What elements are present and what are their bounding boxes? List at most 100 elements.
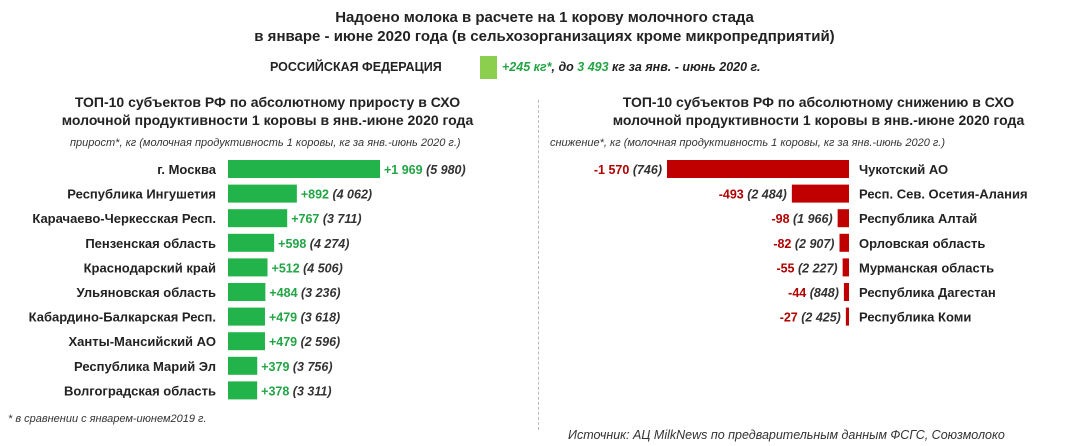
section-divider (538, 100, 539, 430)
left-bar (228, 356, 258, 375)
right-value-label-total: (1 966) (790, 212, 833, 226)
left-bar (228, 283, 266, 301)
left-value-label: +892 (4 062) (301, 188, 372, 202)
right-value-label-total: (848) (806, 286, 839, 300)
right-category-label: Республика Алтай (859, 211, 977, 226)
left-value-label: +598 (4 274) (278, 237, 349, 251)
left-category-label: Волгоградская область (64, 383, 216, 398)
right-bar (842, 258, 849, 277)
left-value-label: +484 (3 236) (269, 286, 340, 300)
federation-label: РОССИЙСКАЯ ФЕДЕРАЦИЯ (270, 60, 442, 74)
source-note: Источник: АЦ MilkNews по предварительным… (568, 428, 1005, 442)
right-value-label-change: -44 (788, 286, 806, 300)
left-bar (228, 332, 265, 351)
right-value-label-change: -98 (771, 212, 789, 226)
left-category-label: г. Москва (157, 162, 216, 177)
left-bar (228, 184, 297, 203)
federation-increase: +245 кг* (502, 60, 552, 74)
right-category-label: Республика Коми (859, 310, 971, 325)
left-value-label: +1 969 (5 980) (384, 163, 466, 177)
federation-summary: РОССИЙСКАЯ ФЕДЕРАЦИЯ +245 кг*, до 3 493 … (0, 56, 1089, 80)
right-value-label: -1 570 (746) (594, 163, 662, 177)
left-bar (228, 381, 258, 400)
left-bar (228, 233, 275, 252)
right-value-label: -98 (1 966) (771, 212, 832, 226)
left-category-label: Ханты-Мансийский АО (69, 334, 217, 349)
left-value-label-change: +378 (261, 384, 289, 398)
right-category-label: Орловская область (859, 236, 985, 251)
right-value-label-total: (746) (629, 163, 662, 177)
federation-mid-text: , до (551, 60, 578, 74)
right-value-label-change: -55 (776, 261, 794, 275)
right-bar (667, 160, 849, 178)
right-bar (845, 307, 849, 326)
left-category-label: Карачаево-Черкесская Респ. (32, 211, 216, 226)
left-value-label-change: +1 969 (384, 163, 423, 177)
left-category-label: Кабардино-Балкарская Респ. (29, 310, 216, 325)
right-category-label: Республика Дагестан (859, 285, 996, 300)
right-section-note: снижение*, кг (молочная продуктивность 1… (550, 137, 946, 149)
left-category-label: Ульяновская область (77, 285, 216, 300)
federation-tail: кг за янв. - июнь 2020 г. (608, 60, 761, 74)
left-section-title-line1: ТОП-10 субъектов РФ по абсолютному приро… (74, 94, 461, 110)
left-category-label: Республика Ингушетия (67, 187, 216, 202)
left-value-label-change: +892 (301, 188, 329, 202)
federation-bar (480, 56, 497, 79)
left-value-label-total: (3 756) (289, 360, 332, 374)
right-value-label: -44 (848) (788, 286, 839, 300)
left-value-label-change: +512 (272, 261, 300, 275)
left-category-label: Республика Марий Эл (74, 359, 216, 374)
right-value-label-total: (2 425) (798, 311, 841, 325)
right-bar (837, 209, 849, 228)
right-bar (839, 233, 849, 252)
federation-total: 3 493 (577, 60, 609, 74)
left-category-label: Краснодарский край (84, 260, 216, 275)
left-value-label-change: +479 (269, 311, 297, 325)
left-value-label-total: (2 596) (297, 335, 340, 349)
left-bar (228, 160, 380, 178)
left-value-label: +479 (2 596) (269, 335, 340, 349)
left-value-label-total: (4 274) (306, 237, 349, 251)
right-section-title-line2: молочной продуктивности 1 коровы в янв.-… (612, 112, 1025, 128)
left-value-label-total: (4 062) (329, 188, 372, 202)
right-value-label-change: -1 570 (594, 163, 629, 177)
left-value-label-change: +767 (291, 212, 319, 226)
federation-text: +245 кг*, до 3 493 кг за янв. - июнь 202… (502, 60, 761, 74)
right-value-label-total: (2 484) (744, 188, 787, 202)
left-value-label-change: +479 (269, 335, 297, 349)
right-value-label: -82 (2 907) (773, 237, 834, 251)
left-value-label: +378 (3 311) (261, 384, 331, 398)
left-bar (228, 307, 265, 326)
left-value-label-total: (3 711) (319, 212, 361, 226)
right-value-label: -493 (2 484) (719, 188, 787, 202)
right-value-label: -27 (2 425) (780, 311, 841, 325)
left-value-label-change: +484 (269, 286, 297, 300)
right-category-label: Мурманская область (859, 260, 994, 275)
chart-title-line1: Надоено молока в расчете на 1 корову мол… (335, 9, 754, 26)
left-value-label-total: (5 980) (423, 163, 466, 177)
left-category-label: Пензенская область (85, 236, 216, 251)
right-value-label-change: -27 (780, 311, 798, 325)
right-value-label-change: -493 (719, 188, 744, 202)
left-value-label-total: (3 618) (297, 311, 340, 325)
right-category-label: Респ. Сев. Осетия-Алания (859, 187, 1028, 202)
right-bar (843, 283, 849, 301)
left-value-label-change: +598 (278, 237, 306, 251)
left-value-label: +379 (3 756) (261, 360, 332, 374)
right-bar (791, 184, 849, 203)
left-bar (228, 258, 268, 277)
right-value-label-total: (2 907) (791, 237, 834, 251)
right-value-label-total: (2 227) (795, 261, 838, 275)
right-category-label: Чукотский АО (859, 162, 948, 177)
left-value-label: +512 (4 506) (272, 261, 343, 275)
left-value-label-total: (3 311) (289, 384, 331, 398)
right-section-title-line1: ТОП-10 субъектов РФ по абсолютному сниже… (622, 94, 1015, 110)
left-value-label: +767 (3 711) (291, 212, 361, 226)
left-section-note: прирост*, кг (молочная продуктивность 1 … (70, 137, 461, 149)
left-bar (228, 209, 288, 228)
footnote: * в сравнении с январем-июнем2019 г. (8, 413, 207, 425)
left-value-label-change: +379 (261, 360, 289, 374)
left-section-title-line2: молочной продуктивности 1 коровы в янв.-… (61, 112, 474, 128)
right-value-label: -55 (2 227) (776, 261, 837, 275)
